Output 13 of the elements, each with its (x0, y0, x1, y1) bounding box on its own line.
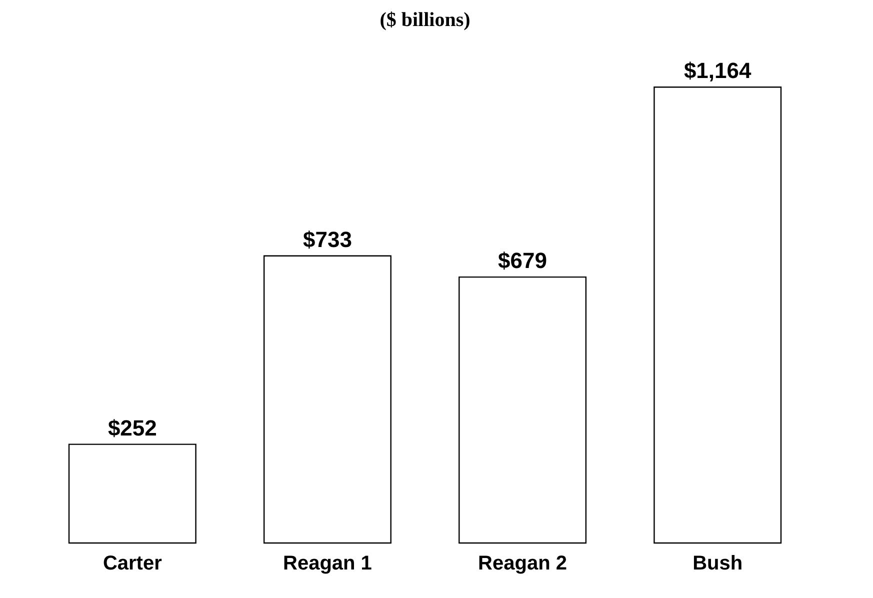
data-label: $733 (302, 226, 352, 252)
data-label: $679 (498, 248, 548, 274)
bar (654, 86, 782, 544)
data-label: $252 (108, 415, 157, 440)
bar (68, 444, 196, 544)
data-label: $1,164 (684, 58, 752, 84)
bar (263, 255, 392, 544)
x-tick-label: Bush (692, 552, 743, 574)
chart-title: ($ billions) (380, 9, 470, 32)
x-tick-label: Reagan 2 (478, 552, 567, 574)
x-tick-label: Carter (102, 552, 162, 574)
x-tick-label: Reagan 1 (283, 552, 372, 574)
bar (458, 276, 587, 544)
